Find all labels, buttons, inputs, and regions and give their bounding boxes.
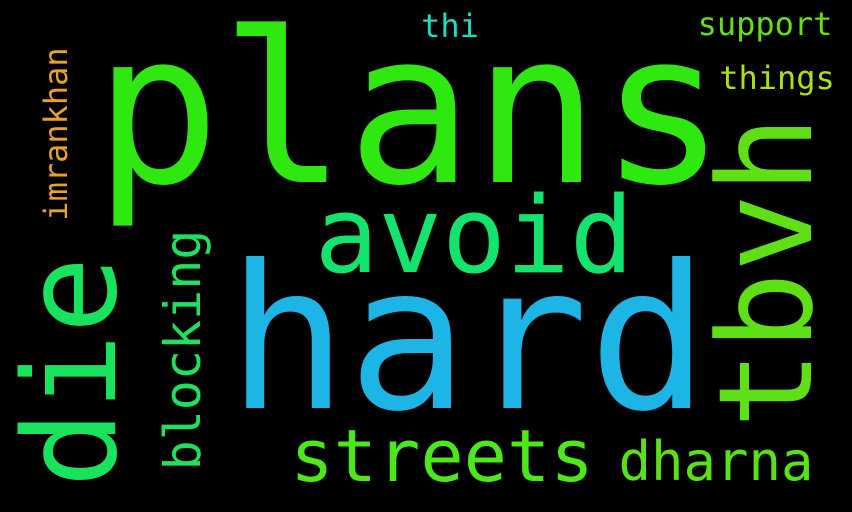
word-die: die	[0, 256, 146, 488]
word-support: support	[697, 5, 833, 43]
word-tbvh: tbvh	[690, 115, 842, 429]
word-avoid: avoid	[314, 174, 634, 297]
word-streets: streets	[290, 414, 594, 498]
word-thi: thi	[421, 7, 479, 45]
word-imrankhan: imrankhan	[37, 47, 75, 221]
word-plans: plans	[93, 0, 727, 232]
word-dharna: dharna	[618, 430, 814, 493]
word-hard: hard	[227, 223, 709, 456]
word-things: things	[719, 59, 835, 97]
word-blocking: blocking	[154, 229, 212, 471]
